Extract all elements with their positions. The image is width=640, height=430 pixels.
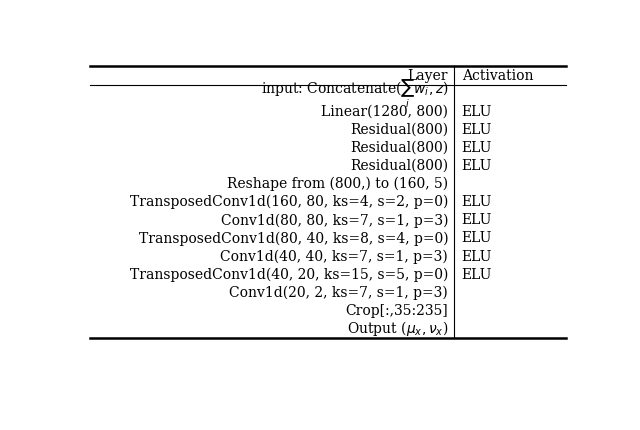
Text: Residual(800): Residual(800) [350,123,448,137]
Text: Conv1d(80, 80, ks=7, s=1, p=3): Conv1d(80, 80, ks=7, s=1, p=3) [221,213,448,227]
Text: Conv1d(40, 40, ks=7, s=1, p=3): Conv1d(40, 40, ks=7, s=1, p=3) [221,249,448,264]
Text: Linear(1280, 800): Linear(1280, 800) [321,105,448,119]
Text: Reshape from (800,) to (160, 5): Reshape from (800,) to (160, 5) [227,177,448,191]
Text: ELU: ELU [461,195,492,209]
Text: ELU: ELU [461,231,492,246]
Text: Activation: Activation [461,68,533,83]
Text: Residual(800): Residual(800) [350,141,448,155]
Text: TransposedConv1d(160, 80, ks=4, s=2, p=0): TransposedConv1d(160, 80, ks=4, s=2, p=0… [130,195,448,209]
Text: TransposedConv1d(80, 40, ks=8, s=4, p=0): TransposedConv1d(80, 40, ks=8, s=4, p=0) [139,231,448,246]
Text: input: Concatenate($\sum_i w_i, z$): input: Concatenate($\sum_i w_i, z$) [260,77,448,110]
Text: ELU: ELU [461,159,492,173]
Text: TransposedConv1d(40, 20, ks=15, s=5, p=0): TransposedConv1d(40, 20, ks=15, s=5, p=0… [130,267,448,282]
Text: ELU: ELU [461,123,492,137]
Text: Layer: Layer [408,68,448,83]
Text: Conv1d(20, 2, ks=7, s=1, p=3): Conv1d(20, 2, ks=7, s=1, p=3) [230,286,448,300]
Text: ELU: ELU [461,267,492,282]
Text: Output ($\mu_x, \nu_x$): Output ($\mu_x, \nu_x$) [347,319,448,338]
Text: ELU: ELU [461,213,492,227]
Text: Residual(800): Residual(800) [350,159,448,173]
Text: ELU: ELU [461,105,492,119]
Text: ELU: ELU [461,141,492,155]
Text: Crop[:,35:235]: Crop[:,35:235] [346,304,448,318]
Text: ELU: ELU [461,249,492,264]
